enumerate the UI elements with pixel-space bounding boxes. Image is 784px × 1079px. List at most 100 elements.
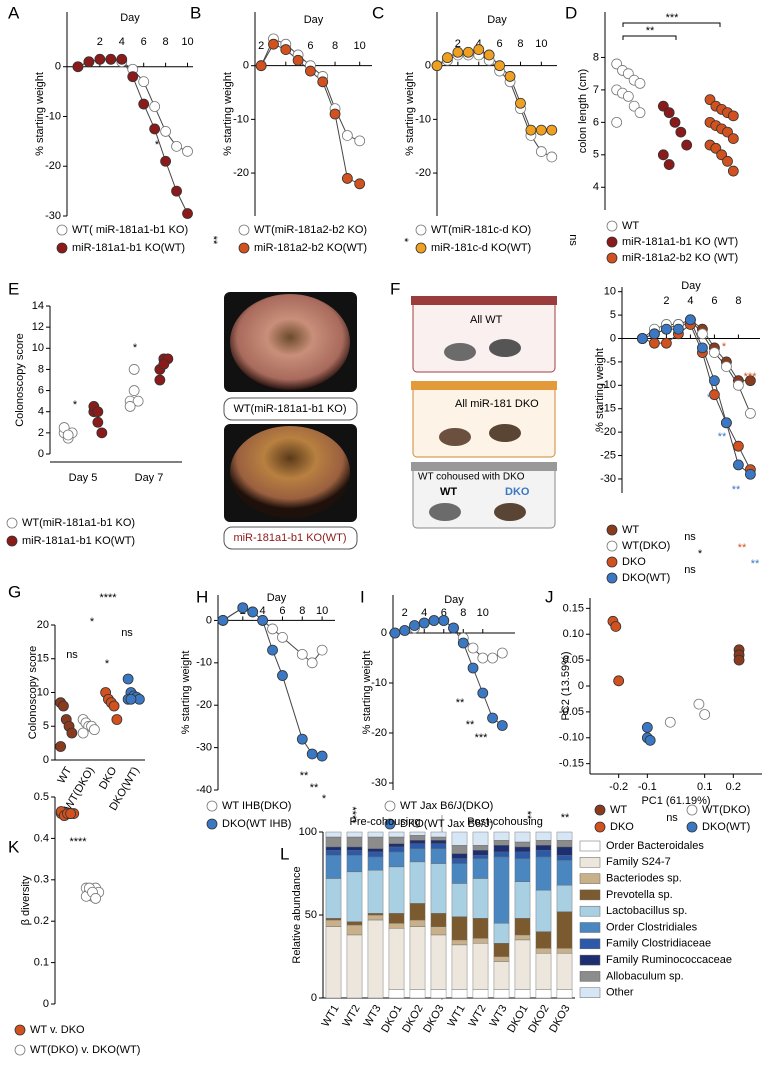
legend-marker	[14, 1044, 26, 1056]
data-point	[727, 110, 739, 122]
bar-segment	[556, 884, 573, 912]
data-point	[65, 808, 77, 819]
legend-label: miR-181a1-b1 KO (WT)	[622, 236, 738, 248]
bar-segment	[367, 831, 384, 838]
y-tick-label: 0	[381, 627, 387, 639]
legend-label: miR-181a1-b1 KO(WT)	[72, 242, 185, 254]
data-point	[504, 71, 516, 82]
legend-label: DKO(WT)	[622, 572, 670, 584]
bar-segment	[472, 858, 489, 879]
y-tick-label: 0	[311, 992, 317, 1004]
data-point	[317, 76, 329, 88]
bar-segment	[472, 855, 489, 859]
y-tick-label: -10	[233, 113, 249, 125]
data-point	[158, 358, 170, 370]
data-point	[733, 379, 744, 391]
data-point	[473, 44, 485, 55]
y-tick-label: -10	[415, 113, 431, 125]
data-point	[663, 159, 675, 170]
bar-segment	[430, 836, 447, 841]
y-tick-label: 0	[243, 60, 249, 72]
x-tick-label: 6	[497, 38, 503, 50]
legend-label: DKO(WT)	[702, 821, 750, 833]
bar-segment	[514, 939, 531, 990]
y-axis-label: colon length (cm)	[577, 69, 589, 153]
annotation: *	[707, 392, 712, 404]
annotation: *	[90, 616, 95, 628]
data-point	[94, 53, 106, 65]
series-line	[394, 620, 503, 726]
data-point	[128, 364, 140, 375]
x-tick-label: WT2	[467, 1003, 489, 1029]
bar-segment	[493, 943, 510, 957]
bar-segment	[535, 850, 552, 858]
data-point	[727, 165, 739, 177]
bar-segment	[451, 831, 468, 846]
panel-label: F	[390, 279, 400, 298]
data-point	[280, 44, 292, 55]
data-point	[58, 700, 69, 712]
y-tick-label: -20	[371, 727, 387, 739]
bar-segment	[367, 836, 384, 849]
data-point	[442, 52, 453, 64]
bar-segment	[325, 878, 342, 919]
annotation: *	[322, 793, 327, 805]
x-axis-label: Day	[487, 14, 507, 26]
bar-segment	[493, 961, 510, 990]
y-tick-label: 0	[38, 448, 44, 460]
y-tick-label: 8	[38, 363, 44, 375]
annotation: **	[207, 236, 219, 245]
data-point	[535, 124, 547, 136]
annotation: ns	[684, 531, 696, 543]
bar-segment	[514, 846, 531, 853]
x-axis-label: Day	[267, 592, 287, 604]
bar-segment	[535, 931, 552, 949]
bar-segment	[388, 831, 405, 838]
annotation: **	[561, 812, 570, 824]
data-point	[613, 675, 625, 687]
mouse-label: DKO	[505, 486, 530, 498]
bar-segment	[472, 989, 489, 999]
bar-segment	[535, 948, 552, 954]
data-point	[108, 700, 120, 712]
y-tick-label: -20	[600, 426, 616, 438]
x-tick-label: DKO	[97, 765, 120, 792]
y-tick-label: 2	[38, 427, 44, 439]
x-tick-label: DKO3	[421, 1003, 446, 1035]
bar-segment	[451, 845, 468, 854]
data-point	[217, 615, 229, 626]
colonoscopy-image	[230, 426, 350, 518]
y-axis-label: % starting weight	[594, 348, 606, 432]
y-tick-label: 0	[578, 680, 584, 692]
y-tick-label: -0.05	[559, 706, 584, 718]
y-tick-label: 0.2	[34, 915, 49, 927]
data-point	[525, 124, 537, 136]
bar-segment	[430, 926, 447, 936]
annotation: *	[133, 342, 138, 354]
y-tick-label: 5	[610, 309, 616, 321]
panel-label: C	[372, 3, 384, 22]
caption-box	[223, 397, 358, 421]
data-point	[477, 687, 489, 699]
annotation: ****	[346, 806, 358, 824]
data-point	[649, 337, 660, 349]
y-tick-label: 6	[38, 384, 44, 396]
legend-label: WT(DKO)	[702, 804, 750, 816]
data-point	[681, 139, 693, 151]
data-point	[477, 652, 489, 664]
cage-lid	[411, 296, 557, 305]
bar-segment	[514, 934, 531, 941]
legend-marker	[594, 821, 606, 833]
bar-segment	[346, 934, 363, 999]
data-point	[697, 342, 708, 354]
bar-segment	[535, 952, 552, 990]
bar-segment	[514, 858, 531, 882]
x-tick-label: 10	[316, 605, 328, 617]
bar-segment	[514, 989, 531, 999]
legend-swatch	[579, 840, 601, 852]
legend-marker	[206, 818, 218, 830]
data-point	[611, 116, 623, 128]
annotation: ****	[69, 836, 87, 848]
x-tick-label: 4	[421, 607, 427, 619]
mouse	[494, 503, 526, 521]
